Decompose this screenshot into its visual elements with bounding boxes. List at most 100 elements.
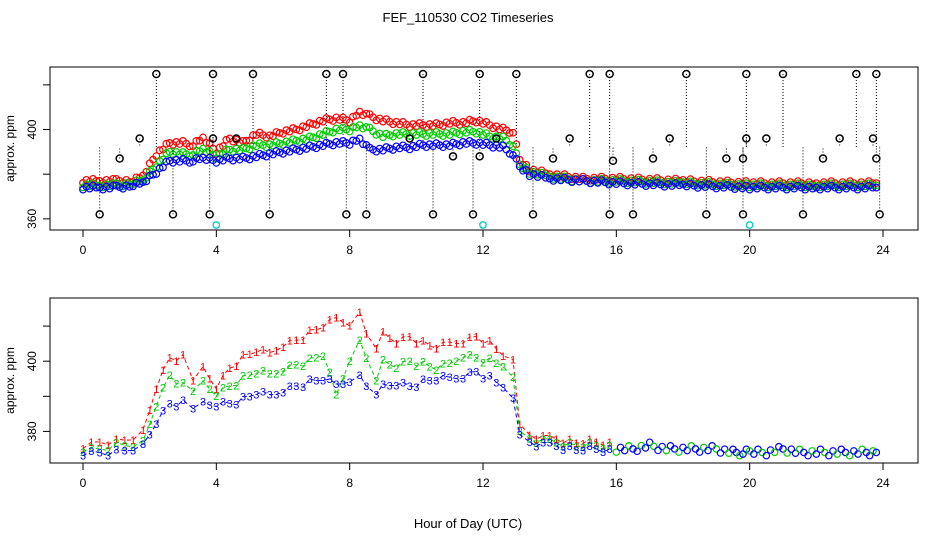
series-point — [185, 158, 194, 167]
flag-high-point — [475, 69, 484, 79]
flag-high-point — [852, 69, 861, 79]
series-digit-label: 3 — [480, 373, 486, 385]
series-digit-label: 2 — [413, 361, 419, 373]
series-point — [92, 183, 101, 192]
series-digit-label: 2 — [400, 356, 406, 368]
flag-low-point — [745, 221, 754, 229]
series-digit-label: 3 — [413, 382, 419, 394]
x-tick-label: 8 — [346, 476, 353, 490]
series-digit-label: 3 — [247, 391, 253, 403]
series-digit-label: 2 — [453, 356, 459, 368]
y-axis-label: approx. ppm — [3, 347, 17, 414]
series-digit-label: 2 — [300, 361, 306, 373]
series-digit-label: 1 — [460, 338, 466, 350]
series-digit-label: 2 — [130, 442, 136, 454]
series-digit-label: 3 — [140, 439, 146, 451]
series-digit-label: 3 — [207, 400, 213, 412]
series-point — [509, 128, 517, 137]
series-digit-label: 1 — [373, 344, 379, 356]
series-point — [749, 182, 758, 191]
series-digit-label: 3 — [447, 372, 453, 384]
series-point — [505, 149, 514, 158]
overlap-point — [787, 445, 796, 453]
flag-point — [868, 134, 878, 143]
series-digit-label: 1 — [267, 348, 273, 360]
series-digit-label: 2 — [340, 374, 346, 386]
series-digit-label: 2 — [247, 370, 253, 382]
x-tick-label: 24 — [876, 243, 890, 257]
series-digit-label: 3 — [460, 373, 466, 385]
series-digit-label: 1 — [560, 438, 566, 450]
x-tick-label: 8 — [346, 243, 353, 257]
x-tick-label: 12 — [476, 476, 490, 490]
flag-high-point — [152, 69, 161, 79]
series-digit-label: 2 — [447, 358, 453, 370]
series-digit-label: 1 — [273, 345, 279, 357]
series-point — [249, 131, 257, 140]
series-digit-label: 1 — [300, 335, 306, 347]
series-digit-label: 2 — [273, 368, 279, 380]
series-point — [155, 146, 164, 155]
series-digit-label: 2 — [240, 371, 246, 383]
flag-point — [608, 156, 618, 166]
series-digit-label: 2 — [373, 375, 379, 387]
series-digit-label: 3 — [373, 389, 379, 401]
series-digit-label: 3 — [333, 379, 339, 391]
flag-point — [135, 134, 144, 143]
series-digit-label: 1 — [260, 344, 266, 356]
series-point — [222, 145, 231, 154]
series-digit-label: 3 — [587, 441, 593, 453]
series-digit-label: 1 — [573, 438, 579, 450]
series-digit-label: 3 — [97, 447, 103, 459]
series-digit-label: 3 — [493, 377, 499, 389]
series-point — [512, 154, 521, 163]
series-point — [864, 181, 873, 190]
flag-point — [738, 154, 748, 163]
x-tick-label: 24 — [876, 476, 890, 490]
series-digit-label: 1 — [153, 384, 159, 396]
flag-point — [872, 154, 881, 163]
series-digit-label: 2 — [320, 351, 326, 363]
series-digit-label: 3 — [573, 445, 579, 457]
series-digit-label: 2 — [190, 386, 196, 398]
series-digit-label: 3 — [553, 441, 559, 453]
flag-point — [115, 154, 124, 163]
series-digit-label: 2 — [333, 390, 339, 402]
series-digit-label: 3 — [340, 379, 346, 391]
series-point — [797, 183, 806, 192]
series-digit-label: 2 — [167, 370, 173, 382]
series-digit-label: 2 — [433, 365, 439, 377]
series-digit-label: 3 — [280, 387, 286, 399]
series-digit-label: 3 — [407, 381, 413, 393]
flag-point — [665, 134, 674, 143]
series-digit-label: 1 — [547, 430, 553, 442]
series-digit-label: 1 — [340, 317, 346, 329]
series-digit-label: 3 — [300, 382, 306, 394]
series-digit-label: 1 — [357, 307, 363, 319]
series-point — [299, 122, 307, 131]
series-digit-label: 2 — [420, 357, 426, 369]
flag-point — [835, 134, 844, 143]
series-digit-label: 1 — [173, 356, 179, 368]
y-tick-label: 380 — [25, 421, 39, 441]
flag-point — [528, 210, 538, 219]
series-point — [805, 182, 813, 191]
series-point — [349, 136, 357, 145]
series-digit-label: 2 — [363, 353, 369, 365]
series-digit-label: 3 — [517, 430, 523, 442]
series-digit-label: 3 — [267, 390, 273, 402]
series-point — [215, 149, 224, 158]
flag-high-point — [418, 69, 428, 79]
series-digit-label: 3 — [347, 377, 353, 389]
series-digit-label: 3 — [253, 389, 259, 401]
series-digit-label: 3 — [427, 376, 433, 388]
series-digit-label: 3 — [440, 371, 446, 383]
flag-point — [208, 134, 218, 143]
overlap-point — [770, 448, 779, 457]
series-digit-label: 2 — [467, 349, 473, 361]
series-digit-label: 1 — [287, 335, 293, 347]
series-point — [675, 181, 684, 190]
series-digit-label: 2 — [480, 358, 486, 370]
flag-point — [232, 134, 241, 143]
series-digit-label: 1 — [363, 328, 369, 340]
